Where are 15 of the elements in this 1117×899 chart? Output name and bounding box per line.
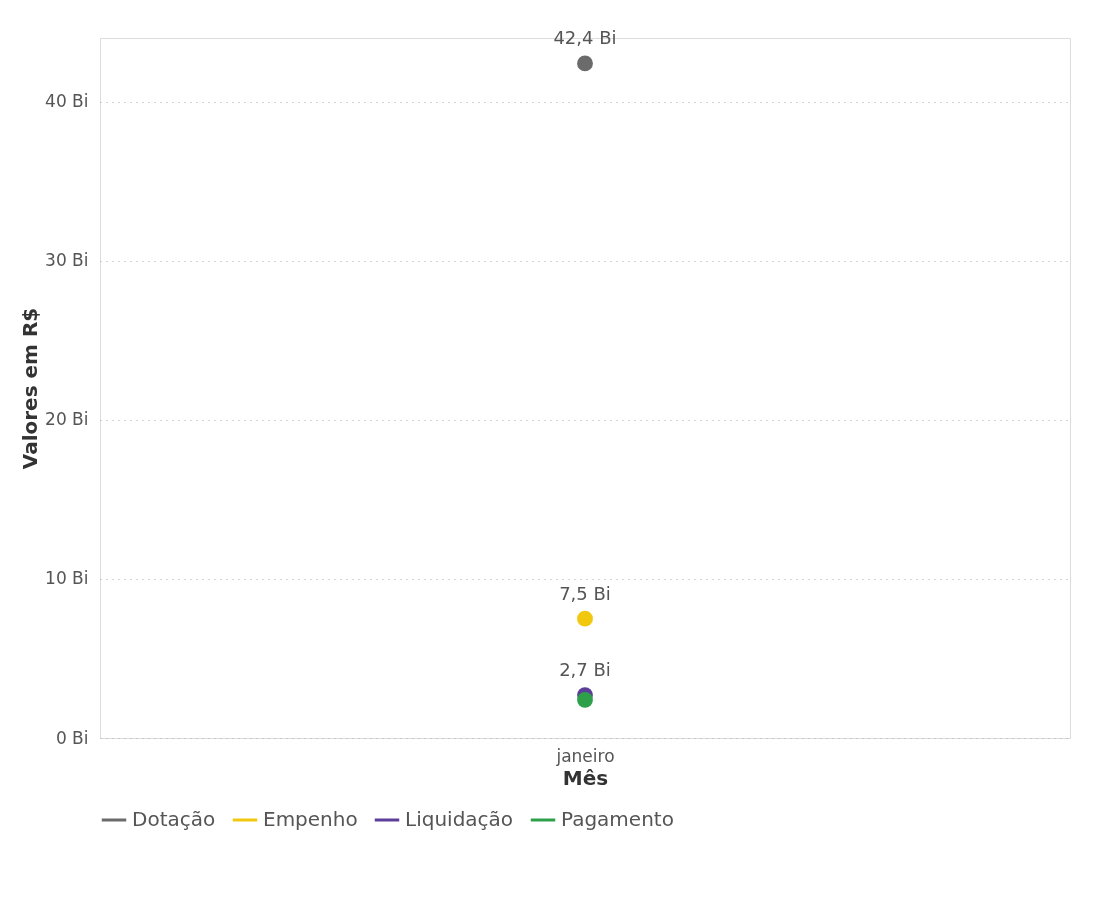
x-axis-title: Mês xyxy=(562,765,609,790)
legend-label: Dotação xyxy=(132,807,216,831)
data-label: 7,5 Bi xyxy=(559,582,611,604)
y-axis-title: Valores em R$ xyxy=(18,307,43,470)
data-label: 2,7 Bi xyxy=(559,659,611,681)
y-tick-label: 0 Bi xyxy=(55,727,89,748)
data-label: 42,4 Bi xyxy=(553,27,617,49)
legend-label: Empenho xyxy=(263,807,358,831)
y-tick-label: 10 Bi xyxy=(45,568,89,589)
y-tick-label: 20 Bi xyxy=(45,409,89,430)
x-tick-label: janeiro xyxy=(555,745,615,766)
legend-label: Liquidação xyxy=(405,807,514,831)
y-tick-label: 30 Bi xyxy=(45,250,89,271)
legend-label: Pagamento xyxy=(561,807,674,831)
y-tick-label: 40 Bi xyxy=(45,91,89,112)
